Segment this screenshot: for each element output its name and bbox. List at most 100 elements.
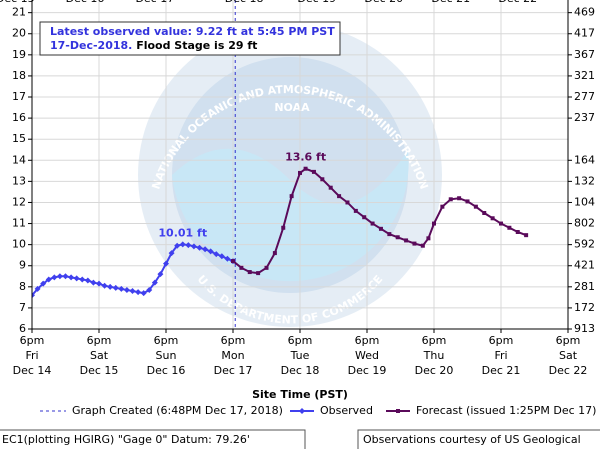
marker <box>101 282 108 289</box>
x-tick-label: Sat <box>559 349 578 362</box>
marker <box>96 280 102 287</box>
y2-tick-label: 277 <box>574 90 595 103</box>
x-tick-label: Wed <box>355 349 379 362</box>
y-tick-label: 8 <box>19 280 26 293</box>
marker <box>426 236 431 241</box>
footer-left: EC1(plotting HGIRG) "Gage 0" Datum: 79.2… <box>2 433 250 446</box>
marker <box>196 244 203 251</box>
top-tick-label: Dec 15 <box>0 0 35 5</box>
marker <box>499 221 503 226</box>
marker <box>298 170 302 175</box>
y-tick-label: 9 <box>19 259 26 272</box>
marker <box>168 250 175 257</box>
y2-tick-label: 104 <box>574 195 595 208</box>
info-flood: Flood Stage is 29 ft <box>132 39 257 52</box>
marker <box>247 270 252 275</box>
marker <box>440 204 445 209</box>
x-tick-label: 6pm <box>355 334 380 347</box>
marker <box>51 274 58 281</box>
noaa-watermark: NATIONAL OCEANIC AND ATMOSPHERIC ADMINIS… <box>138 23 442 327</box>
marker <box>112 284 119 291</box>
info-line2: 17-Dec-2018. Flood Stage is 29 ft <box>50 39 257 52</box>
info-date: 17-Dec-2018. <box>50 39 132 52</box>
y-tick-label: 7 <box>19 301 26 314</box>
y2-tick-label: 367 <box>574 48 595 61</box>
footer-right: Observations courtesy of US Geological <box>363 433 581 446</box>
y-tick-label: 6 <box>19 322 26 335</box>
marker <box>190 243 197 250</box>
marker <box>140 290 147 297</box>
x-tick-label: 6pm <box>87 334 112 347</box>
top-tick-label: Dec 18 <box>225 0 264 5</box>
marker <box>213 251 220 258</box>
y-tick-label: 19 <box>12 48 26 61</box>
marker <box>239 265 244 270</box>
x-axis-label: Site Time (PST) <box>252 388 348 401</box>
y2-tick-label: 913 <box>574 322 595 335</box>
marker <box>515 229 520 234</box>
x-tick-label: 6pm <box>221 334 246 347</box>
y-tick-label: 16 <box>12 111 26 124</box>
annotation: 13.6 ft <box>285 151 326 164</box>
marker <box>264 265 269 270</box>
marker <box>412 241 417 246</box>
marker <box>337 194 342 199</box>
y-tick-label: 13 <box>12 174 26 187</box>
x-tick-label: Dec 16 <box>147 364 186 377</box>
x-tick-label: Dec 14 <box>13 364 52 377</box>
marker <box>174 242 181 249</box>
marker <box>345 200 350 205</box>
legend-label: Observed <box>320 404 373 417</box>
x-tick-label: Sat <box>90 349 109 362</box>
marker <box>179 241 186 248</box>
footer-right-box <box>357 429 600 449</box>
marker <box>387 232 392 237</box>
marker <box>299 408 305 414</box>
marker <box>135 289 142 296</box>
marker <box>34 285 41 292</box>
marker <box>457 196 462 201</box>
marker <box>378 226 383 231</box>
y-tick-label: 10 <box>12 238 26 251</box>
marker <box>68 274 75 281</box>
x-tick-label: Dec 18 <box>281 364 320 377</box>
x-tick-label: 6pm <box>422 334 447 347</box>
marker <box>320 177 325 182</box>
marker <box>482 211 487 216</box>
marker <box>62 273 69 280</box>
marker <box>56 273 63 280</box>
annotation: 10.01 ft <box>158 226 207 239</box>
x-tick-label: Thu <box>423 349 445 362</box>
marker <box>123 286 130 293</box>
x-tick-label: 6pm <box>288 334 313 347</box>
marker <box>524 233 529 238</box>
marker <box>107 283 114 290</box>
marker <box>163 260 169 267</box>
y2-tick-label: 237 <box>574 111 595 124</box>
y2-tick-label: 164 <box>574 153 595 166</box>
legend-created-label: Graph Created (6:48PM Dec 17, 2018) <box>72 404 283 417</box>
y2-tick-label: 469 <box>574 6 595 19</box>
marker <box>448 197 453 202</box>
x-tick-label: Tue <box>290 349 310 362</box>
x-tick-label: 6pm <box>154 334 179 347</box>
marker <box>151 279 158 286</box>
y2-tick-label: 417 <box>574 27 595 40</box>
marker <box>224 255 231 262</box>
y2-tick-label: 132 <box>574 174 595 187</box>
marker <box>465 199 470 204</box>
plot <box>32 0 529 329</box>
marker <box>370 221 375 226</box>
y2-tick-label: 592 <box>574 238 595 251</box>
top-tick-label: Dec 21 <box>431 0 470 5</box>
marker <box>90 279 97 286</box>
x-tick-label: Dec 17 <box>214 364 253 377</box>
x-tick-label: 6pm <box>20 334 45 347</box>
marker <box>202 246 209 253</box>
marker <box>207 248 214 255</box>
marker <box>396 409 400 413</box>
y2-tick-label: 421 <box>574 259 595 272</box>
legend-label: Forecast (issued 1:25PM Dec 17) <box>416 404 596 417</box>
marker <box>490 216 495 221</box>
